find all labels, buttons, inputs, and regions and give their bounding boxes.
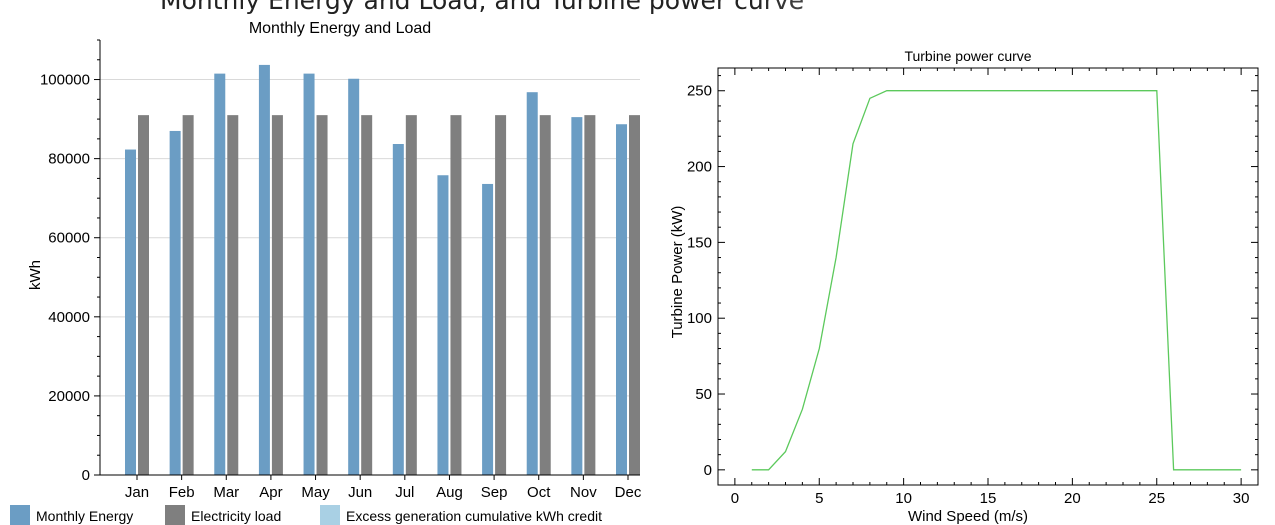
bar-monthly-energy [482,183,494,476]
legend-swatch [320,505,340,525]
bar-electricity-load [271,115,283,476]
x-tick-label: 5 [815,490,823,507]
line-chart-y-axis-label: Turbine Power (kW) [669,206,686,339]
bar-electricity-load [539,115,551,476]
bar-monthly-energy [571,117,583,475]
x-tick-label: Nov [570,484,597,501]
x-tick-label: 20 [1064,490,1081,507]
x-tick-label: Feb [169,484,195,501]
bar-monthly-energy [125,149,136,476]
bar-electricity-load [361,115,373,476]
bar-monthly-energy [348,78,360,475]
legend-label: Electricity load [191,508,281,524]
page-caption: Monthly Energy and Load, and Turbine pow… [160,0,1275,14]
x-tick-label: Oct [527,484,551,501]
x-tick-label: 25 [1148,490,1165,507]
y-tick-label: 250 [687,83,712,100]
bar-electricity-load [629,115,640,476]
bar-electricity-load [182,115,194,476]
bar-electricity-load [450,115,462,476]
power-curve-line [751,90,1242,471]
x-tick-label: Jun [348,484,372,501]
bar-monthly-energy [437,175,449,475]
y-tick-label: 20000 [48,388,90,405]
plot-frame [717,67,1259,486]
y-tick-label: 100000 [40,72,90,89]
x-tick-label: Sep [481,484,508,501]
x-tick-label: 0 [731,490,739,507]
line-chart-series [751,90,1242,471]
y-tick-label: 0 [704,462,712,479]
bar-electricity-load [138,115,149,476]
bar-electricity-load [584,115,596,476]
bar-chart-title: Monthly Energy and Load [249,20,431,37]
y-tick-label: 200 [687,159,712,176]
line-chart-y-ticks: 0 50 100 150 200 250 [687,75,1258,486]
bar-chart-bars [125,64,640,476]
x-tick-label: Jan [125,484,149,501]
bar-monthly-energy [392,144,404,475]
x-tick-label: 10 [895,490,912,507]
x-tick-label: Mar [213,484,239,501]
y-tick-label: 0 [82,467,90,484]
x-tick-label: 15 [980,490,997,507]
legend-label: Monthly Energy [36,508,133,524]
bar-chart-y-axis-label: kWh [27,260,44,290]
bar-chart: Monthly Energy and Load 0 20000 40000 60000… [10,20,642,525]
x-tick-label: May [301,484,330,501]
y-tick-label: 60000 [48,230,90,247]
legend-swatch [165,505,185,525]
x-tick-label: Dec [615,484,642,501]
bar-chart-legend: Monthly Energy Electricity load Excess gen… [10,505,602,525]
line-chart-title: Turbine power curve [904,48,1031,64]
x-tick-label: Aug [436,484,463,501]
caption-fade [755,0,1275,44]
y-tick-label: 80000 [48,151,90,168]
y-tick-label: 100 [687,310,712,327]
line-chart-x-axis-label: Wind Speed (m/s) [908,508,1028,525]
x-tick-label: 30 [1233,490,1250,507]
bar-monthly-energy [616,124,627,476]
bar-monthly-energy [303,73,315,475]
bar-electricity-load [316,115,328,476]
bar-chart-x-ticks: Jan Feb Mar Apr May Jun Jul Aug Sep Oct Nov Dec [125,475,642,501]
bar-electricity-load [405,115,417,476]
line-chart-x-ticks: 0 5 10 15 20 25 30 [717,68,1259,507]
line-chart: Turbine power curve 0 50 100 150 200 250 0 5 10… [669,48,1259,525]
bar-monthly-energy [214,73,226,475]
x-tick-label: Apr [259,484,282,501]
bar-monthly-energy [526,92,538,475]
line-chart-frame [717,67,1259,486]
bar-monthly-energy [169,130,181,476]
bar-electricity-load [227,115,239,476]
bar-monthly-energy [258,64,270,475]
y-tick-label: 50 [695,386,712,403]
x-tick-label: Jul [395,484,414,501]
bar-electricity-load [495,115,507,476]
y-tick-label: 40000 [48,309,90,326]
legend-label: Excess generation cumulative kWh credit [346,508,602,524]
y-tick-label: 150 [687,234,712,251]
legend-swatch [10,505,30,525]
bar-chart-y-ticks: 0 20000 40000 60000 80000 100000 [40,39,100,484]
